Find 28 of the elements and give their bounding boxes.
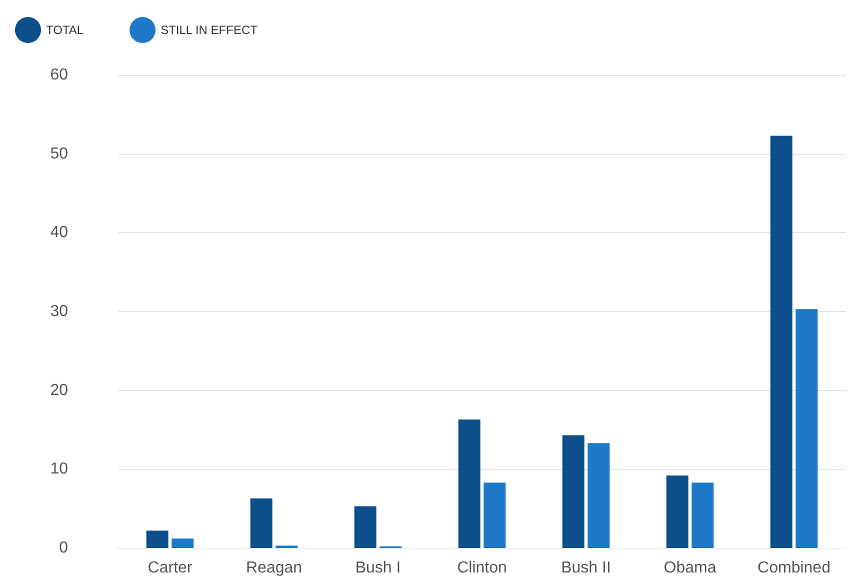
legend-label: TOTAL (46, 23, 84, 37)
y-tick-label: 0 (59, 540, 68, 556)
bar (796, 309, 818, 548)
x-tick-label: Carter (148, 560, 193, 576)
bar (588, 443, 610, 548)
x-tick-label: Clinton (457, 560, 507, 576)
bar (666, 475, 688, 548)
y-tick-label: 60 (50, 66, 68, 84)
x-tick-label: Combined (758, 560, 830, 576)
x-tick-label: Bush I (355, 560, 401, 576)
x-tick-label: Obama (664, 560, 716, 576)
bar (172, 538, 194, 548)
bar (458, 420, 480, 548)
bar (354, 506, 376, 548)
x-tick-label: Reagan (246, 560, 302, 576)
bar (562, 435, 584, 548)
bar (484, 482, 506, 548)
y-tick-label: 50 (50, 145, 68, 162)
bar (250, 498, 272, 548)
bar (770, 136, 792, 548)
y-tick-label: 30 (50, 303, 68, 320)
y-tick-label: 10 (50, 460, 68, 478)
y-tick-label: 20 (50, 382, 68, 399)
bar (692, 482, 714, 548)
y-tick-label: 40 (50, 224, 68, 242)
legend-label: STILL IN EFFECT (160, 23, 258, 37)
bar (146, 530, 168, 548)
x-tick-label: Bush II (561, 560, 611, 576)
